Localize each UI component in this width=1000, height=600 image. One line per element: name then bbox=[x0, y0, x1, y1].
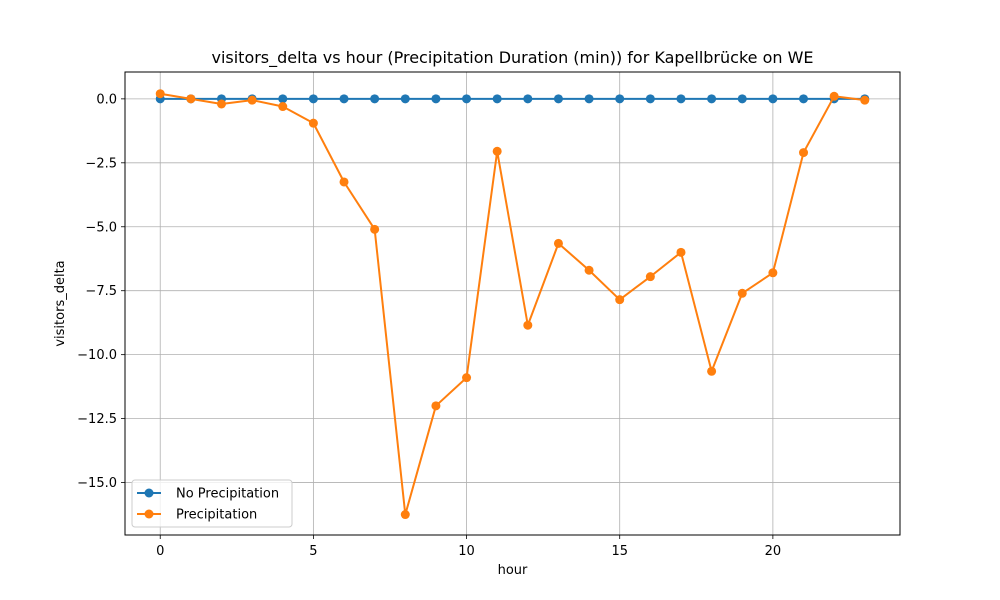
legend-marker-precipitation bbox=[144, 509, 154, 519]
data-point-precipitation bbox=[707, 366, 717, 376]
data-point-no-precipitation bbox=[615, 94, 625, 104]
legend-box bbox=[131, 479, 293, 528]
data-point-precipitation bbox=[553, 238, 563, 248]
data-point-no-precipitation bbox=[370, 94, 380, 104]
legend-marker-no-precipitation bbox=[144, 488, 154, 498]
data-point-no-precipitation bbox=[492, 94, 502, 104]
data-point-precipitation bbox=[523, 320, 533, 330]
data-point-precipitation bbox=[492, 146, 502, 156]
x-tick-label: 15 bbox=[611, 544, 628, 559]
data-point-precipitation bbox=[308, 118, 318, 128]
data-point-no-precipitation bbox=[737, 94, 747, 104]
data-point-no-precipitation bbox=[431, 94, 441, 104]
data-point-precipitation bbox=[799, 148, 809, 158]
data-point-precipitation bbox=[615, 295, 625, 305]
data-point-precipitation bbox=[860, 95, 870, 105]
data-point-no-precipitation bbox=[523, 94, 533, 104]
y-tick-label: 0.0 bbox=[96, 92, 117, 107]
data-point-precipitation bbox=[247, 95, 257, 105]
series-no-precipitation bbox=[155, 94, 870, 104]
data-point-no-precipitation bbox=[707, 94, 717, 104]
data-point-precipitation bbox=[155, 89, 165, 99]
data-point-no-precipitation bbox=[799, 94, 809, 104]
x-tick-label: 0 bbox=[156, 544, 164, 559]
y-axis-ticks: 0.0 −2.5 −5.0 −7.5 −10.0 −12.5 −15.0 bbox=[77, 92, 125, 491]
data-point-precipitation bbox=[186, 94, 196, 104]
x-axis-label: hour bbox=[498, 563, 528, 578]
x-tick-label: 20 bbox=[765, 544, 782, 559]
data-point-precipitation bbox=[278, 102, 288, 112]
series-line-precipitation bbox=[160, 92, 865, 516]
y-tick-label: −10.0 bbox=[77, 348, 117, 363]
x-tick-label: 10 bbox=[458, 544, 475, 559]
data-point-no-precipitation bbox=[462, 94, 472, 104]
x-axis-ticks: 0 5 10 15 20 bbox=[156, 535, 781, 559]
y-tick-label: −7.5 bbox=[85, 284, 117, 299]
data-point-precipitation bbox=[216, 99, 226, 109]
data-point-precipitation bbox=[737, 288, 747, 298]
data-point-no-precipitation bbox=[645, 94, 655, 104]
y-tick-label: −2.5 bbox=[85, 156, 117, 171]
series-precipitation bbox=[155, 89, 870, 520]
data-point-precipitation bbox=[768, 268, 778, 278]
data-point-precipitation bbox=[431, 401, 441, 411]
data-point-precipitation bbox=[370, 224, 380, 234]
data-point-precipitation bbox=[339, 177, 349, 187]
data-point-precipitation bbox=[584, 265, 594, 275]
data-point-no-precipitation bbox=[308, 94, 318, 104]
legend-label-no-precipitation: No Precipitation bbox=[176, 487, 279, 502]
data-point-no-precipitation bbox=[278, 94, 288, 104]
grid bbox=[125, 72, 900, 535]
legend: No Precipitation Precipitation bbox=[131, 479, 293, 528]
y-tick-label: −15.0 bbox=[77, 476, 117, 491]
legend-label-precipitation: Precipitation bbox=[176, 508, 257, 523]
data-point-no-precipitation bbox=[400, 94, 410, 104]
data-point-no-precipitation bbox=[584, 94, 594, 104]
data-point-no-precipitation bbox=[676, 94, 686, 104]
y-axis-label: visitors_delta bbox=[53, 260, 68, 346]
y-tick-label: −5.0 bbox=[85, 220, 117, 235]
chart-title: visitors_delta vs hour (Precipitation Du… bbox=[211, 48, 813, 68]
data-point-precipitation bbox=[400, 510, 410, 520]
data-point-precipitation bbox=[462, 373, 472, 383]
data-point-no-precipitation bbox=[768, 94, 778, 104]
y-tick-label: −12.5 bbox=[77, 412, 117, 427]
series-layer bbox=[155, 89, 870, 520]
x-tick-label: 5 bbox=[309, 544, 317, 559]
data-point-precipitation bbox=[829, 91, 839, 101]
plot-frame bbox=[124, 71, 901, 536]
data-point-no-precipitation bbox=[339, 94, 349, 104]
data-point-no-precipitation bbox=[553, 94, 563, 104]
data-point-precipitation bbox=[645, 272, 655, 282]
data-point-precipitation bbox=[676, 247, 686, 257]
